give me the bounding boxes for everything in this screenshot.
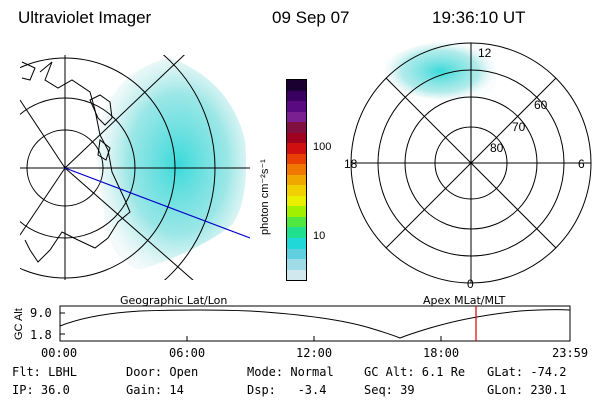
colorbar-swatch [287,174,306,186]
date-label: 09 Sep 07 [272,8,350,27]
altitude-ytick-low: 1.8 [30,328,52,342]
footer-gain: Gain: 14 [126,383,184,397]
mlt-label-0: 0 [467,277,474,291]
xtick-1800: 18:00 [423,346,460,360]
footer-mode: Mode: Normal [247,365,334,379]
colorbar-swatch [287,90,306,102]
altitude-ylabel: GC Alt [13,308,25,340]
colorbar [286,79,307,281]
colorbar-swatch [287,237,306,249]
colorbar-tick-100: 100 [313,141,332,153]
colorbar-swatch [287,206,306,217]
colorbar-swatch [287,248,306,260]
footer-ip: IP: 36.0 [12,383,70,397]
xtick-0600: 06:00 [169,346,206,360]
xtick-0000: 00:00 [41,346,78,360]
footer-gc-alt: GC Alt: 6.1 Re [364,365,466,379]
footer-door: Door: Open [126,365,199,379]
colorbar-swatch [287,227,306,238]
colorbar-swatch [287,259,306,270]
geographic-panel [20,55,250,280]
colorbar-swatch [287,80,306,91]
colorbar-swatch [287,143,306,154]
instrument-title: Ultraviolet Imager [18,8,152,27]
colorbar-swatch [287,122,306,133]
colorbar-swatch [287,195,306,207]
aurora-emission-left [95,58,247,270]
right-panel-label: Apex MLat/MLT [423,294,506,307]
xtick-2359: 23:59 [552,346,589,360]
footer-flt: Flt: LBHL [12,365,78,379]
colorbar-swatch [287,216,306,228]
mlat-label-60: 60 [534,98,548,112]
mlt-label-18: 18 [344,157,358,171]
colorbar-tick-10: 10 [313,230,326,242]
footer-seq: Seq: 39 [364,383,415,397]
colorbar-swatch [287,132,306,144]
xtick-1200: 12:00 [296,346,333,360]
colorbar-units-label: photon cm⁻²s⁻¹ [259,159,271,235]
mlt-label-6: 6 [578,157,585,171]
track-line [64,167,250,239]
time-label: 19:36:10 UT [432,8,526,27]
mlat-label-70: 70 [512,120,526,134]
coastline [24,61,131,263]
altitude-ytick-high: 9.0 [30,306,52,320]
mlat-label-80: 80 [490,141,504,155]
colorbar-swatch [287,101,306,112]
apex-mlat-mlt-panel [350,41,592,284]
footer-glon: GLon: 230.1 [487,383,567,397]
colorbar-swatch [287,153,306,165]
colorbar-swatch [287,185,306,196]
colorbar-swatch [287,111,306,123]
aurora-emission-right [385,41,496,102]
footer-glat: GLat: -74.2 [487,365,567,379]
mlt-label-12: 12 [478,46,492,60]
colorbar-swatch [287,269,306,281]
colorbar-swatch [287,164,306,175]
footer-dsp: Dsp: -3.4 [247,383,327,397]
left-panel-label: Geographic Lat/Lon [120,294,228,307]
